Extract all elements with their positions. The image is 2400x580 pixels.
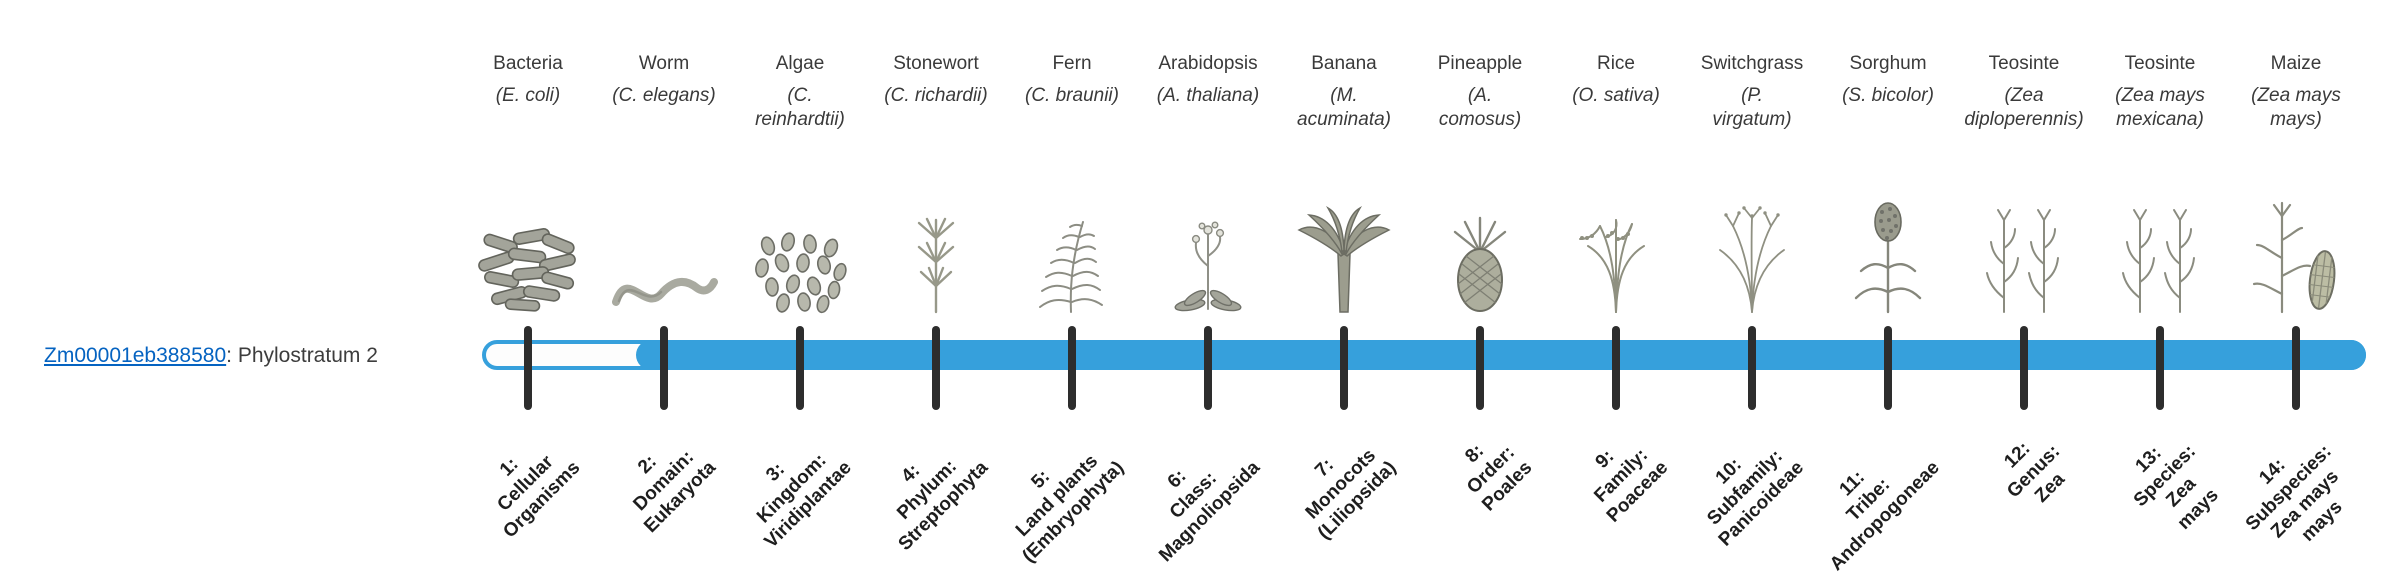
organism-common-name: Pineapple (1437, 53, 1523, 74)
organism-column: Arabidopsis (A. thaliana) (1148, 52, 1268, 316)
organism-common-name: Teosinte (2124, 53, 2196, 74)
phylostratum-tick (2156, 326, 2164, 410)
switchgrass-icon (1706, 202, 1798, 314)
organism-column: Stonewort (C. richardii) (876, 52, 996, 316)
organism-scientific-name: (Zea diploperennis) (1964, 84, 2084, 130)
organism-column: Bacteria (E. coli) (468, 52, 588, 316)
gene-id-link[interactable]: Zm00001eb388580 (44, 344, 227, 367)
banana-icon (1294, 204, 1394, 314)
organism-scientific-name: (A. comosus) (1438, 84, 1522, 130)
organism-column: Worm (C. elegans) (604, 52, 724, 316)
organism-common-name: Worm (638, 53, 690, 74)
phylostratum-label: 3: Kingdom: Viridiplantae (753, 449, 857, 553)
organism-scientific-name: (Zea mays mexicana) (2115, 84, 2205, 130)
phylostratum-tick (1748, 326, 1756, 410)
phylostratum-label: 14: Subspecies: Zea mays mays (2241, 441, 2347, 546)
organism-scientific-name: (C. reinhardtii) (755, 84, 845, 130)
organism-common-name: Arabidopsis (1158, 53, 1258, 74)
organism-column: Teosinte (Zea mays mexicana) (2100, 52, 2220, 316)
organism-column: Algae (C. reinhardtii) (740, 52, 860, 316)
organism-column: Maize (Zea mays mays) (2236, 52, 2356, 316)
organism-scientific-name: (E. coli) (495, 84, 561, 106)
sorghum-icon (1848, 200, 1928, 314)
phylostratum-tick (2020, 326, 2028, 410)
organism-scientific-name: (O. sativa) (1572, 84, 1660, 106)
organism-column: Sorghum (S. bicolor) (1828, 52, 1948, 316)
fern-icon (1027, 210, 1117, 314)
phylostratum-label: 4: Phylum: Streptophyta (893, 456, 993, 556)
organism-column: Pineapple (A. comosus) (1420, 52, 1540, 316)
organism-column: Fern (C. braunii) (1012, 52, 1132, 316)
phylostratum-tick (524, 326, 532, 410)
rice-icon (1570, 208, 1662, 314)
organism-column: Rice (O. sativa) (1556, 52, 1676, 316)
phylostratum-tick (1340, 326, 1348, 410)
organism-scientific-name: (Zea mays mays) (2251, 84, 2341, 130)
organism-scientific-name: (A. thaliana) (1156, 84, 1260, 106)
arabidopsis-icon (1168, 208, 1248, 314)
gene-phylostratum-text: : Phylostratum 2 (226, 344, 378, 367)
stonewort-icon (903, 210, 969, 314)
phylostratum-label: 1: Cellular Organisms (493, 451, 585, 543)
worm-icon (609, 252, 719, 314)
organism-common-name: Fern (1052, 53, 1092, 74)
organism-scientific-name: (M. acuminata) (1297, 84, 1391, 130)
phylostratum-tick (1068, 326, 1076, 410)
organism-common-name: Bacteria (493, 53, 563, 74)
phylostratum-label: 7: Monocots (Liliopsida) (1301, 445, 1401, 544)
pineapple-icon (1444, 212, 1516, 314)
phylostratum-label: 5: Land plants (Embryophyta) (1011, 450, 1129, 568)
teosinte-icon (1971, 206, 2077, 314)
phylostratum-tick (1612, 326, 1620, 410)
organism-common-name: Switchgrass (1700, 53, 1804, 74)
phylostratum-label: 13: Species: Zea mays (2129, 441, 2223, 534)
organism-column: Switchgrass (P. virgatum) (1692, 52, 1812, 316)
organism-scientific-name: (C. elegans) (612, 84, 716, 106)
organism-scientific-name: (C. braunii) (1025, 84, 1119, 106)
organism-common-name: Teosinte (1988, 53, 2060, 74)
phylostratum-tick (932, 326, 940, 410)
organism-common-name: Stonewort (893, 53, 979, 74)
organism-scientific-name: (P. virgatum) (1712, 84, 1792, 130)
teosinte-icon (2107, 206, 2213, 314)
organism-common-name: Maize (2270, 53, 2322, 74)
maize-icon (2244, 200, 2348, 314)
phylostratum-label: 9: Family: Poaceae (1590, 444, 1673, 527)
phylostratum-tick (1884, 326, 1892, 410)
phylostratum-tick (1476, 326, 1484, 410)
phylostratum-label: 10: Subfamily: Panicoideae (1703, 445, 1809, 551)
bacteria-icon (476, 226, 581, 314)
phylostratum-tick (1204, 326, 1212, 410)
phylostratum-tick (796, 326, 804, 410)
phylostratum-tick (2292, 326, 2300, 410)
organism-scientific-name: (S. bicolor) (1842, 84, 1934, 106)
phylostratum-tick (660, 326, 668, 410)
phylostratum-label: 11: Tribe: Andropogoneae (1826, 457, 1945, 576)
phylostrata-bar-fill (636, 340, 2366, 370)
organism-common-name: Algae (775, 53, 825, 74)
phylostratum-label: 6: Class: Magnoliopsida (1155, 457, 1265, 567)
organism-common-name: Rice (1596, 53, 1635, 74)
organism-common-name: Sorghum (1849, 53, 1927, 74)
phylostratum-label: 8: Order: Poales (1461, 440, 1537, 516)
phylostratum-label: 2: Domain: Eukaryota (629, 446, 721, 538)
organism-common-name: Banana (1311, 53, 1377, 74)
organism-column: Teosinte (Zea diploperennis) (1964, 52, 2084, 316)
organism-column: Banana (M. acuminata) (1284, 52, 1404, 316)
phylostratum-label: 12: Genus: Zea (1999, 438, 2069, 508)
gene-label: Zm00001eb388580: Phylostratum 2 (44, 344, 378, 368)
phylostrata-bar (482, 340, 2366, 370)
organism-scientific-name: (C. richardii) (884, 84, 988, 106)
algae-icon (752, 232, 848, 314)
